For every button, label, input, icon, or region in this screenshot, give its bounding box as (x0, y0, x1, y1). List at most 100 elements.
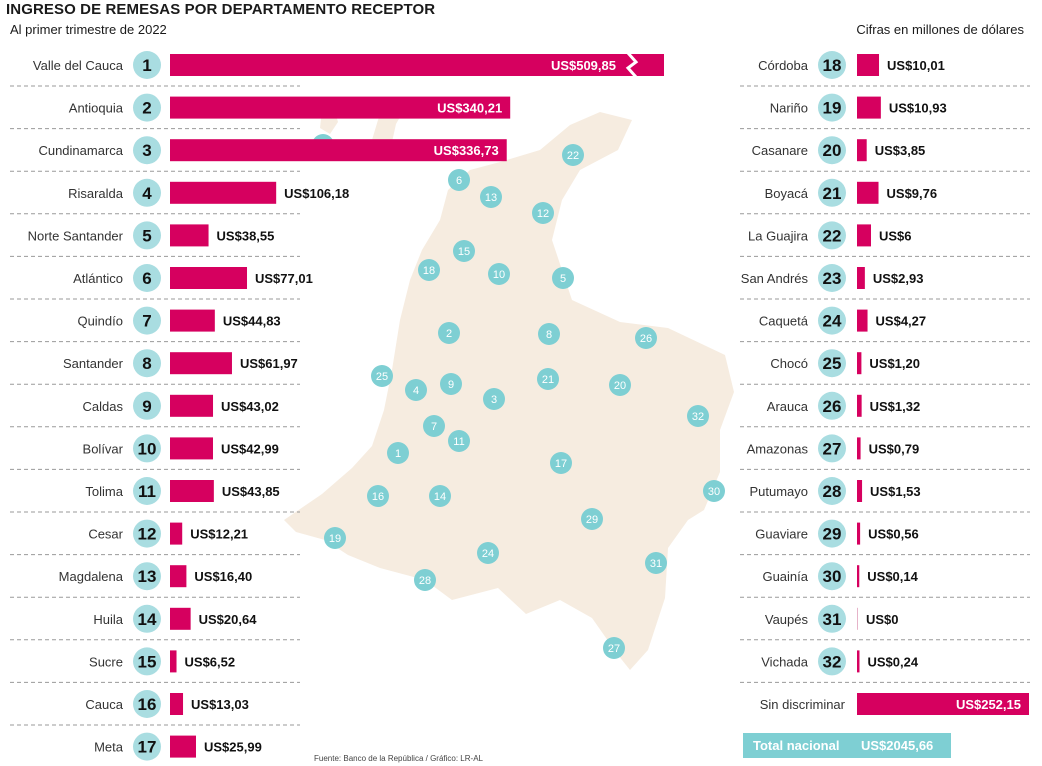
map-marker-number: 9 (448, 379, 454, 391)
rank-badge-31 (818, 604, 846, 633)
dept-label-valle-del-cauca: Valle del Cauca (33, 58, 124, 73)
value-label-caldas: US$43,02 (221, 399, 279, 414)
map-marker-number: 7 (431, 421, 437, 433)
value-label-san-andres: US$2,93 (873, 271, 924, 286)
map-marker-number: 1 (395, 448, 401, 460)
rank-badge-3 (133, 136, 161, 165)
value-label-putumayo: US$1,53 (870, 484, 921, 499)
value-label-sucre: US$6,52 (185, 654, 236, 669)
rank-number: 23 (823, 269, 842, 288)
total-box: Total nacional US$2045,66 (743, 733, 951, 758)
value-label-narino: US$10,93 (889, 101, 947, 116)
map-marker-20 (609, 374, 631, 396)
rank-badge-6 (133, 264, 161, 292)
map-marker-number: 20 (614, 380, 626, 392)
dept-label-vaupes: Vaupés (765, 612, 809, 627)
source-note: Fuente: Banco de la República / Gráfico:… (314, 754, 483, 763)
value-label-cauca: US$13,03 (191, 697, 249, 712)
dept-label-meta: Meta (94, 740, 124, 755)
rank-badge-4 (133, 178, 161, 207)
bar-cordoba (857, 54, 880, 76)
dept-label-guainia: Guainía (762, 569, 808, 584)
dept-label-amazonas: Amazonas (747, 441, 809, 456)
dept-label-san-andres: San Andrés (741, 271, 809, 286)
map-marker-number: 32 (692, 411, 704, 423)
dept-label-santander: Santander (63, 356, 124, 371)
map-marker-number: 6 (456, 175, 462, 187)
value-label-guainia: US$0,14 (867, 569, 918, 584)
value-label-magdalena: US$16,40 (194, 569, 252, 584)
axis-break-mark (625, 52, 639, 78)
rank-badge-14 (133, 604, 161, 633)
rank-badge-10 (133, 434, 161, 463)
rank-badge-19 (818, 93, 846, 122)
value-label-casanare: US$3,85 (875, 143, 926, 158)
map-marker-28 (414, 569, 436, 591)
value-label-santander: US$61,97 (240, 356, 298, 371)
bar-tolima (170, 480, 214, 502)
dept-label-caldas: Caldas (83, 399, 124, 414)
rank-number: 24 (823, 312, 842, 331)
map-marker-number: 11 (453, 436, 464, 448)
value-label-sin-discriminar: US$252,15 (956, 697, 1021, 712)
map-marker-14 (429, 485, 451, 507)
value-label-bolivar: US$42,99 (221, 441, 279, 456)
value-label-boyaca: US$9,76 (887, 186, 938, 201)
value-label-la-guajira: US$6 (879, 228, 912, 243)
rank-number: 21 (823, 184, 842, 203)
value-label-vichada: US$0,24 (867, 654, 918, 669)
map-marker-number: 16 (372, 491, 384, 503)
bar-quindio (170, 309, 215, 332)
total-label: Total nacional (753, 738, 840, 753)
map-marker-11 (448, 430, 470, 452)
map-marker-12 (532, 202, 554, 224)
rank-badge-26 (818, 391, 846, 420)
map-marker-number: 29 (586, 514, 598, 526)
rank-badge-25 (818, 349, 846, 378)
map-marker-30 (703, 480, 725, 502)
rank-badge-11 (133, 477, 161, 505)
country-map-shape (284, 112, 734, 670)
map-marker-number: 14 (434, 491, 446, 503)
rank-number: 7 (142, 312, 151, 331)
bar-sin-discriminar (857, 693, 1029, 715)
map-marker-9 (440, 373, 462, 395)
dept-label-vichada: Vichada (761, 654, 809, 669)
bar-amazonas (857, 437, 861, 460)
bar-atlantico (170, 267, 248, 289)
bar-la-guajira (857, 224, 871, 247)
bar-meta (170, 735, 196, 758)
map-marker-number: 18 (423, 265, 435, 277)
value-label-tolima: US$43,85 (222, 484, 280, 499)
map-marker-number: 27 (608, 643, 620, 655)
rank-number: 2 (142, 99, 151, 118)
bar-magdalena (170, 565, 187, 588)
value-label-caqueta: US$4,27 (876, 314, 927, 329)
map-marker-27 (603, 637, 625, 659)
value-label-vaupes: US$0 (866, 612, 899, 627)
map-marker-31 (645, 552, 667, 574)
value-label-huila: US$20,64 (199, 612, 258, 627)
map-marker-number: 4 (413, 385, 419, 397)
rank-number: 32 (823, 652, 842, 671)
dept-label-guaviare: Guaviare (755, 527, 808, 542)
map-marker-13 (480, 186, 502, 208)
map-marker-18 (418, 259, 440, 281)
dept-label-caqueta: Caquetá (759, 314, 809, 329)
bar-santander (170, 352, 232, 375)
value-label-valle-del-cauca: US$509,85 (551, 58, 616, 73)
map-marker-number: 31 (650, 558, 662, 570)
dept-label-sucre: Sucre (89, 654, 123, 669)
dept-label-cundinamarca: Cundinamarca (38, 143, 123, 158)
dept-label-sin-discriminar: Sin discriminar (760, 697, 846, 712)
map-marker-32 (687, 405, 709, 427)
value-label-choco: US$1,20 (869, 356, 920, 371)
map-marker-number: 19 (329, 533, 341, 545)
rank-badge-16 (133, 690, 161, 718)
rank-number: 5 (142, 226, 151, 245)
map-marker-21 (537, 368, 559, 390)
map-marker-number: 10 (493, 269, 505, 281)
map-marker-number: 2 (446, 328, 452, 340)
dept-label-atlantico: Atlántico (73, 271, 123, 286)
map-marker-number: 3 (491, 394, 497, 406)
